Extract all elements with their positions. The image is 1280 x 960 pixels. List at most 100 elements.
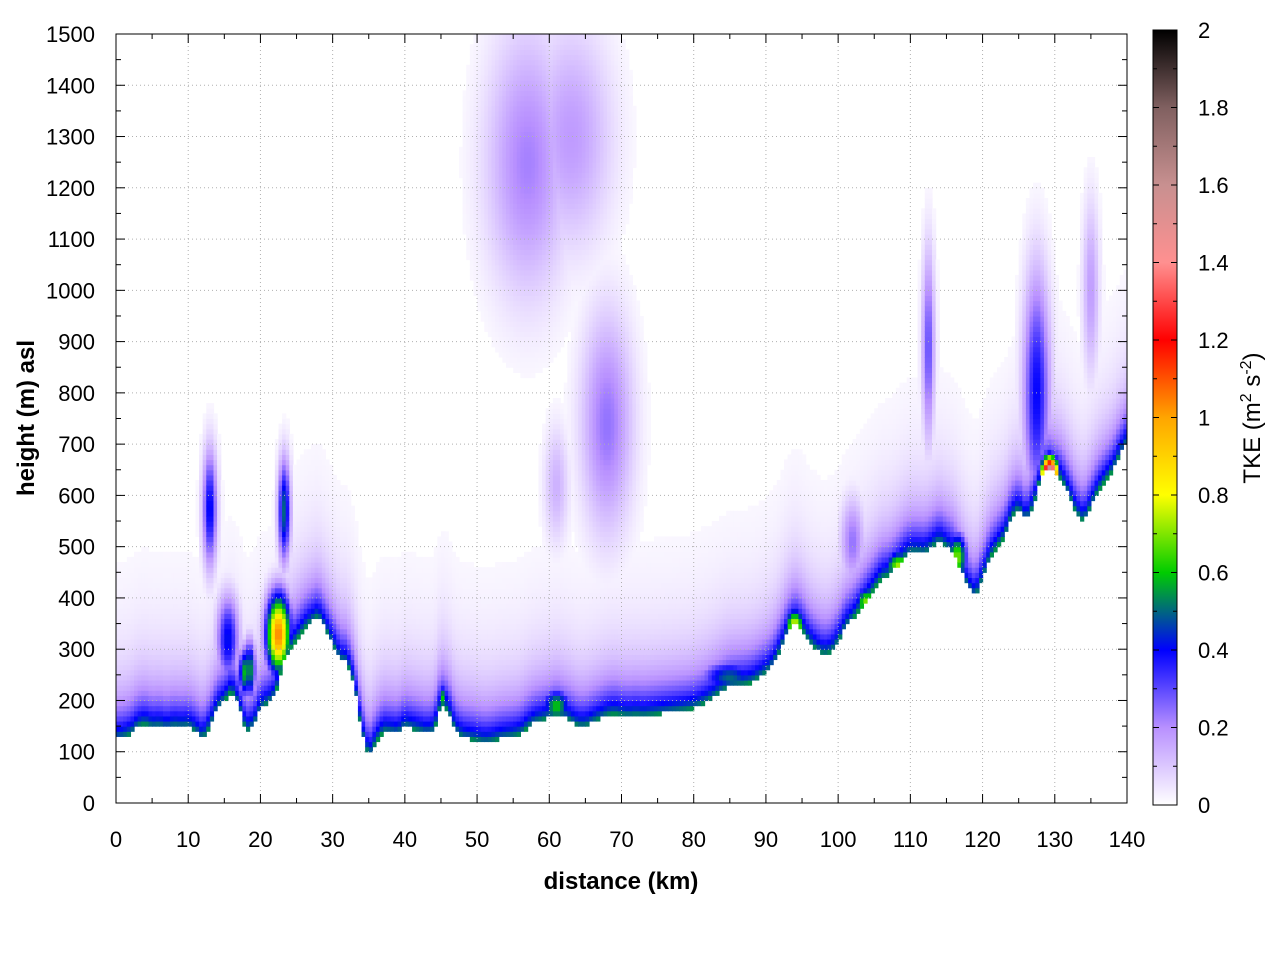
heatmap-cell	[217, 628, 222, 635]
heatmap-cell	[516, 198, 521, 204]
heatmap-cell	[162, 608, 168, 614]
heatmap-cell	[184, 608, 189, 614]
heatmap-cell	[191, 613, 197, 620]
heatmap-cell	[134, 556, 139, 563]
heatmap-cell	[217, 649, 222, 655]
heatmap-cell	[224, 577, 229, 584]
heatmap-cell	[264, 582, 269, 589]
heatmap-cell	[498, 633, 503, 640]
heatmap-cell	[249, 715, 254, 722]
heatmap-cell	[202, 613, 207, 620]
heatmap-cell	[509, 582, 514, 589]
heatmap-cell	[390, 597, 395, 604]
heatmap-cell	[513, 75, 518, 81]
heatmap-cell	[141, 572, 146, 579]
heatmap-cell	[455, 705, 460, 712]
heatmap-cell	[235, 587, 240, 594]
heatmap-cell	[242, 644, 247, 650]
heatmap-cell	[491, 59, 496, 66]
heatmap-cell	[162, 644, 168, 650]
heatmap-cell	[274, 500, 280, 507]
heatmap-cell	[455, 562, 460, 568]
heatmap-cell	[332, 556, 337, 563]
heatmap-cell	[513, 49, 518, 56]
heatmap-cell	[520, 644, 525, 650]
heatmap-cell	[383, 685, 388, 691]
heatmap-cell	[516, 664, 521, 671]
heatmap-cell	[285, 474, 290, 481]
heatmap-cell	[505, 131, 511, 138]
heatmap-cell	[383, 582, 388, 589]
heatmap-cell	[267, 526, 272, 532]
heatmap-cell	[498, 239, 503, 245]
heatmap-cell	[498, 562, 503, 568]
heatmap-cell	[209, 505, 215, 512]
heatmap-cell	[249, 638, 254, 645]
heatmap-cell	[220, 521, 225, 527]
heatmap-cell	[477, 49, 482, 56]
heatmap-cell	[336, 551, 341, 558]
heatmap-cell	[227, 556, 233, 563]
heatmap-cell	[206, 685, 211, 691]
heatmap-cell	[484, 638, 489, 645]
heatmap-cell	[397, 649, 402, 655]
heatmap-cell	[152, 618, 157, 625]
heatmap-cell	[502, 700, 507, 707]
heatmap-cell	[477, 674, 482, 681]
heatmap-cell	[390, 720, 395, 727]
heatmap-cell	[505, 726, 511, 732]
heatmap-cell	[473, 126, 478, 133]
heatmap-cell	[412, 638, 417, 645]
heatmap-cell	[404, 700, 410, 707]
heatmap-cell	[267, 551, 272, 558]
heatmap-cell	[206, 710, 211, 717]
heatmap-cell	[361, 731, 366, 737]
heatmap-cell	[491, 54, 496, 61]
heatmap-cell	[372, 633, 377, 640]
heatmap-cell	[516, 587, 521, 594]
heatmap-cell	[440, 664, 446, 671]
heatmap-cell	[480, 618, 485, 625]
heatmap-cell	[278, 613, 283, 620]
heatmap-cell	[401, 705, 406, 712]
heatmap-cell	[509, 674, 514, 681]
heatmap-cell	[152, 700, 157, 707]
heatmap-cell	[278, 510, 283, 517]
heatmap-cell	[451, 659, 457, 666]
heatmap-cell	[260, 587, 265, 594]
heatmap-cell	[329, 485, 334, 491]
heatmap-cell	[336, 510, 341, 517]
heatmap-cell	[332, 618, 337, 625]
heatmap-cell	[477, 249, 482, 256]
heatmap-cell	[173, 633, 178, 640]
heatmap-cell	[437, 623, 442, 630]
heatmap-cell	[206, 674, 211, 681]
heatmap-cell	[332, 582, 337, 589]
heatmap-cell	[448, 556, 453, 563]
heatmap-cell	[278, 444, 283, 450]
heatmap-cell	[206, 531, 211, 538]
heatmap-cell	[516, 628, 521, 635]
heatmap-cell	[477, 685, 482, 691]
heatmap-cell	[473, 69, 478, 76]
heatmap-cell	[235, 608, 240, 614]
heatmap-cell	[123, 726, 128, 732]
heatmap-cell	[462, 587, 467, 594]
heatmap-cell	[404, 551, 410, 558]
heatmap-cell	[408, 577, 413, 584]
heatmap-cell	[412, 567, 417, 573]
heatmap-cell	[224, 603, 229, 609]
heatmap-cell	[209, 433, 215, 440]
heatmap-cell	[473, 613, 478, 620]
heatmap-cell	[466, 151, 471, 158]
heatmap-cell	[444, 654, 449, 661]
heatmap-cell	[329, 469, 334, 476]
heatmap-cell	[365, 597, 370, 604]
heatmap-cell	[119, 669, 124, 676]
heatmap-cell	[184, 659, 189, 666]
heatmap-cell	[394, 710, 399, 717]
heatmap-cell	[213, 649, 218, 655]
heatmap-cell	[245, 710, 251, 717]
heatmap-cell	[357, 690, 363, 696]
heatmap-cell	[307, 464, 312, 471]
